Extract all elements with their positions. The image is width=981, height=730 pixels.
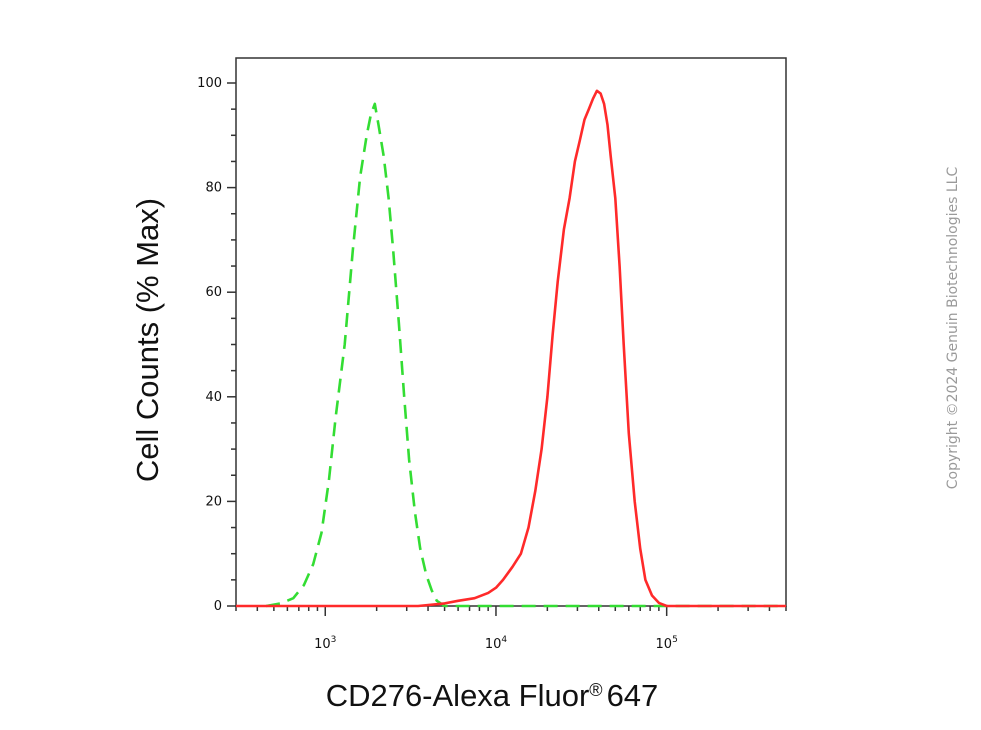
y-tick-label: 0: [214, 599, 222, 614]
y-tick-label: 80: [205, 181, 222, 196]
x-axis-title-registered-mark: ®: [589, 680, 602, 700]
x-tick-label: 103: [314, 635, 336, 652]
x-tick-label: 105: [656, 635, 678, 652]
series-line-control: [265, 102, 786, 608]
x-axis-title: CD276-Alexa Fluor® 647: [326, 678, 659, 713]
x-axis: 103 104 105: [235, 606, 787, 652]
plot-frame: [235, 57, 787, 607]
y-tick-label: 20: [205, 494, 222, 509]
x-axis-title-suffix: 647: [607, 678, 659, 713]
y-tick-label: 40: [205, 390, 222, 405]
y-axis-title: Cell Counts (% Max): [130, 198, 165, 482]
copyright-notice: Copyright ©2024 Genuin Biotechnologies L…: [945, 167, 961, 490]
series-layer: [236, 89, 786, 608]
series-line-sample: [236, 89, 786, 608]
y-axis: 0 20 40 60 80 100: [197, 76, 236, 614]
x-axis-title-main: CD276-Alexa Fluor: [326, 678, 590, 713]
y-tick-label: 60: [205, 285, 222, 300]
x-tick-label: 104: [485, 635, 508, 652]
y-tick-label: 100: [197, 76, 222, 91]
